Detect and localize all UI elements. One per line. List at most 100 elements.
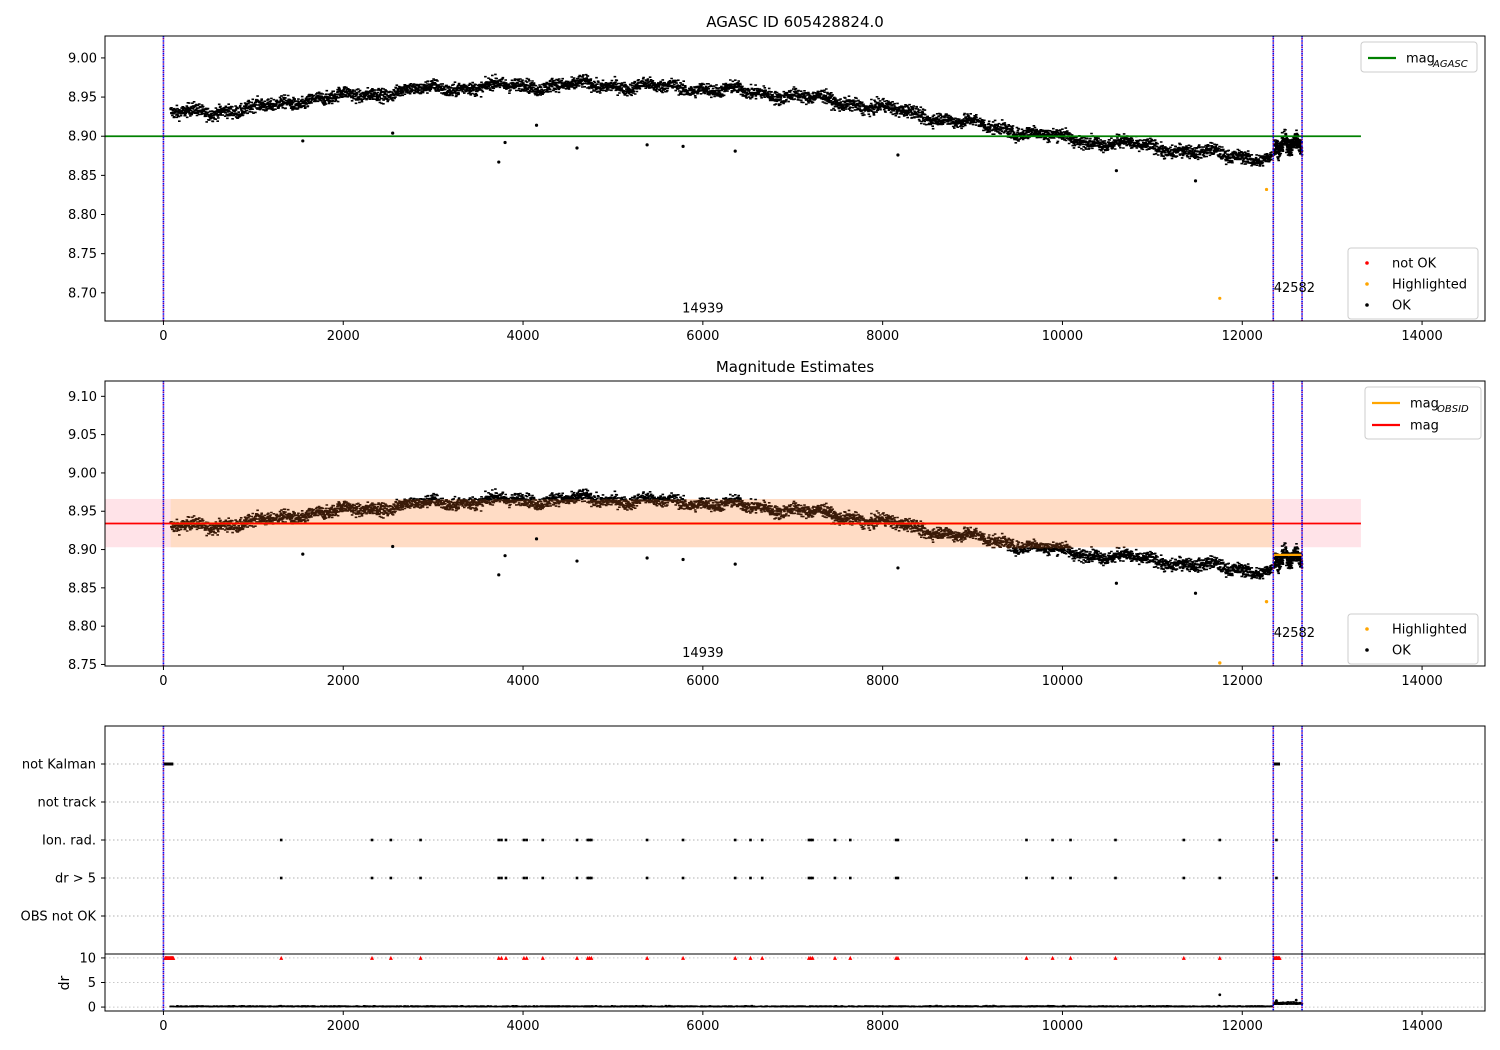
dr-xtick-label-4: 8000: [866, 1019, 899, 1034]
flags-ion-rad-mark-4: [497, 838, 501, 842]
flags-ion-rad-mark-11: [586, 838, 590, 842]
flags-ion-rad-mark-19: [807, 838, 811, 842]
flags-dr-mark-11: [586, 876, 590, 880]
dr-clipped-marker-7: [521, 955, 526, 960]
dr-clipped-marker-6: [503, 955, 508, 960]
flags-dr-mark-19: [807, 876, 811, 880]
flags-ion-rad-mark-25: [896, 838, 900, 842]
dr-clipped-marker-0: [279, 955, 284, 960]
top-legend-lower-marker-2: [1365, 303, 1369, 307]
dr-clipped-marker-2: [388, 955, 393, 960]
top-ok-outlier-0: [301, 139, 305, 143]
flags-not-kalman-mark-0: [163, 762, 174, 766]
top-xtick-label-3: 6000: [686, 329, 719, 344]
flags-ion-rad-mark-32: [1275, 838, 1278, 842]
dr-xtick-label-0: 0: [159, 1019, 167, 1034]
flags-ion-rad-mark-14: [645, 838, 649, 842]
flags-ion-rad-mark-13: [590, 838, 593, 842]
flags-dr-mark-0: [279, 876, 283, 880]
dr-clipped-marker-48: [171, 955, 176, 960]
dr-xtick-label-2: 4000: [506, 1019, 539, 1034]
mid-obs-label-1: 42582: [1274, 626, 1315, 641]
mid-clipped: 14939 42582: [105, 381, 1361, 666]
flags-ion-rad-mark-16: [733, 838, 737, 842]
top-clipped: 14939 42582: [105, 36, 1361, 321]
flags-dr-mark-17: [749, 876, 752, 880]
flags-ion-rad-mark-15: [681, 838, 685, 842]
flags-dr-mark-2: [389, 876, 393, 880]
middle-plot-frame: [104, 380, 1486, 667]
flags-dr-mark-23: [848, 876, 852, 880]
dr-data-layer: [105, 954, 1485, 1011]
flags-ion-rad-mark-7: [522, 838, 526, 842]
top-xtick-label-5: 10000: [1042, 329, 1083, 344]
mid-legend-lower-box: [1347, 613, 1479, 665]
mid-ok-outlier-11: [1193, 591, 1198, 595]
flags-dr-mark-28: [1069, 876, 1072, 880]
top-legend-lower-label-2: OK: [1392, 299, 1411, 314]
middle-panel-title: Magnitude Estimates: [716, 358, 874, 376]
dr-clipped-marker-21: [810, 955, 815, 960]
flags-data-layer: [105, 726, 1485, 954]
flags-dr-mark-6: [504, 876, 508, 880]
mid-ok-outlier-10: [1114, 581, 1119, 585]
mid-ok-outlier-5: [575, 559, 579, 563]
top-ytick-label-4: 8.90: [68, 130, 97, 145]
top-legend-lower-label-0: not OK: [1392, 257, 1437, 272]
dr-outlier-0: [1218, 993, 1222, 997]
top-ok-outlier-3: [503, 140, 507, 145]
figure-title: AGASC ID 605428824.0: [706, 13, 884, 31]
flags-dr-mark-5: [500, 876, 503, 880]
top-ok-points: [169, 73, 1304, 167]
top-legend-upper-label-0: mag: [1406, 52, 1435, 67]
top-legend-lower-label-1: Highlighted: [1392, 278, 1467, 293]
flags-dr-mark-9: [541, 876, 545, 880]
flags-dr-mark-20: [809, 876, 813, 880]
flags-ion-rad-mark-2: [389, 838, 393, 842]
mid-legend-upper-label-0: mag: [1410, 397, 1439, 412]
mid-xtick-label-4: 8000: [866, 674, 899, 689]
flags-dr-mark-25: [896, 876, 900, 880]
mid-ok-outlier-8: [733, 562, 737, 566]
flags-dr-mark-3: [419, 876, 422, 880]
flags-ion-rad-mark-27: [1051, 838, 1054, 842]
flags-dr-mark-14: [645, 876, 649, 880]
top-ok-outlier-1: [391, 131, 395, 135]
flags-ion-rad-mark-5: [500, 838, 503, 842]
mid-xtick-label-0: 0: [159, 674, 167, 689]
top-xtick-label-7: 14000: [1401, 329, 1442, 344]
flags-axes: not Kalman not track Ion. rad. dr > 5 OBS no…: [21, 758, 105, 925]
flags-dr-mark-1: [370, 876, 374, 880]
top-axes: 0 2000 4000 6000 8000 10000 12000 14000 8.70 8.75…: [68, 51, 1443, 344]
flags-ion-rad-mark-12: [588, 838, 591, 842]
mid-ok-outlier-0: [301, 552, 305, 556]
mid-ok-outlier-6: [645, 556, 649, 560]
flags-ion-rad-mark-6: [504, 838, 508, 842]
mid-ytick-label-4: 8.95: [68, 505, 97, 520]
agasc-magnitude-panel: AGASC ID 605428824.0 14939 42582 0 2000 400…: [68, 13, 1486, 344]
top-ok-outlier-7: [681, 144, 685, 148]
flags-category-label-1: not track: [37, 796, 96, 811]
flags-category-label-2: Ion. rad.: [42, 834, 96, 849]
mid-legend-upper-label-sub-0: OBSID: [1437, 404, 1469, 415]
dr-clipped-marker-56: [1277, 955, 1282, 960]
top-xtick-label-6: 12000: [1222, 329, 1263, 344]
dr-ytick-label-2: 10: [79, 951, 96, 966]
top-ok-outlier-9: [896, 153, 900, 157]
flags-dr-mark-21: [811, 876, 814, 880]
top-obs-label-1: 42582: [1274, 281, 1315, 296]
flags-dr-mark-7: [522, 876, 526, 880]
mid-ytick-label-6: 9.05: [68, 428, 97, 443]
flags-dr-mark-10: [575, 876, 579, 880]
dr-clipped-marker-9: [540, 955, 545, 960]
dr-xtick-label-3: 6000: [686, 1019, 719, 1034]
dr-xtick-label-1: 2000: [327, 1019, 360, 1034]
flags-dr-mark-26: [1025, 876, 1028, 880]
dr-clipped-marker-14: [645, 955, 650, 960]
mid-ok-points-in-band: [169, 499, 1126, 549]
mid-ok-points: [395, 488, 1304, 580]
top-data-layer: 14939 42582: [105, 36, 1361, 321]
flags-ion-rad-mark-28: [1069, 838, 1072, 842]
